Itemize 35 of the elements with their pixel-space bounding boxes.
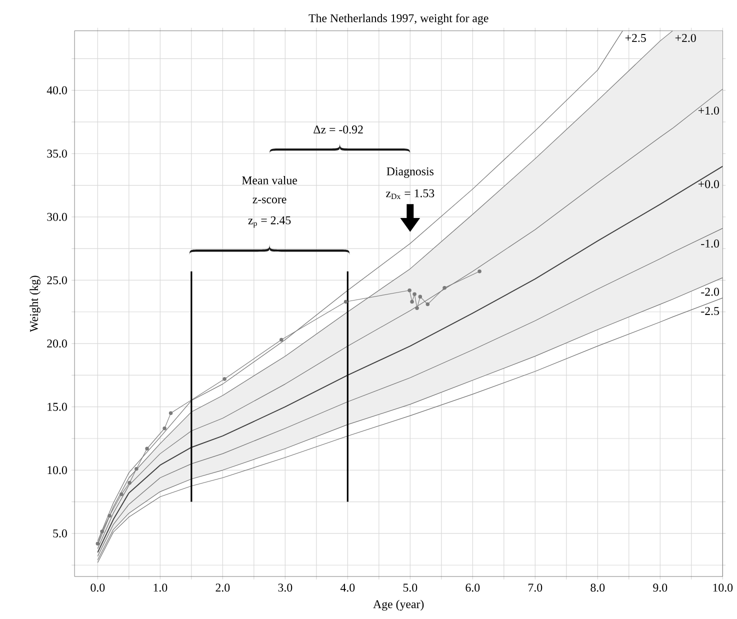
series-label: +2.5: [625, 34, 646, 42]
series-label: +1.0: [698, 106, 720, 115]
y-tick-label: 20.0: [47, 339, 67, 348]
y-tick-label: 40.0: [46, 86, 67, 94]
x-axis-title: Age (year): [373, 600, 424, 611]
x-tick-label: 4.0: [340, 584, 355, 592]
x-tick-label: 9.0: [653, 584, 668, 592]
y-tick-label: 15.0: [48, 402, 67, 411]
x-tick-label: 3.0: [278, 584, 292, 592]
x-tick-label: 0.0: [90, 584, 105, 592]
x-tick-label: 2.0: [216, 584, 230, 592]
y-tick-label: 5.0: [53, 529, 67, 538]
y-tick-label: 25.0: [47, 276, 67, 284]
y-tick-label: 35.0: [47, 149, 67, 158]
x-tick-label: 1.0: [154, 584, 168, 592]
x-tick-label: 6.0: [466, 584, 480, 592]
series-label: +0.0: [698, 180, 720, 188]
x-tick-label: 8.0: [590, 584, 605, 592]
annotation: Mean value: [242, 176, 298, 184]
series-label: -1.0: [701, 239, 720, 248]
x-tick-label: 10.0: [713, 584, 733, 592]
series-label: -2.0: [701, 288, 720, 296]
y-axis-title: Weight (kg): [30, 276, 40, 332]
y-tick-label: 30.0: [47, 212, 67, 221]
chart-title: The Netherlands 1997, weight for age: [308, 14, 488, 25]
x-tick-label: 7.0: [528, 584, 542, 592]
annotation: Δz = -0.92: [314, 125, 363, 134]
y-tick-label: 10.0: [48, 466, 67, 474]
series-label: +2.0: [675, 34, 696, 42]
annotation: z-score: [252, 197, 286, 204]
x-tick-label: 5.0: [403, 584, 418, 592]
annotation: z$_{Dx}$ = 1.53: [386, 189, 434, 199]
annotation: z$_{p}$ = 2.45: [248, 216, 291, 228]
annotation: Diagnosis: [386, 167, 434, 178]
series-label: -2.5: [701, 306, 720, 315]
